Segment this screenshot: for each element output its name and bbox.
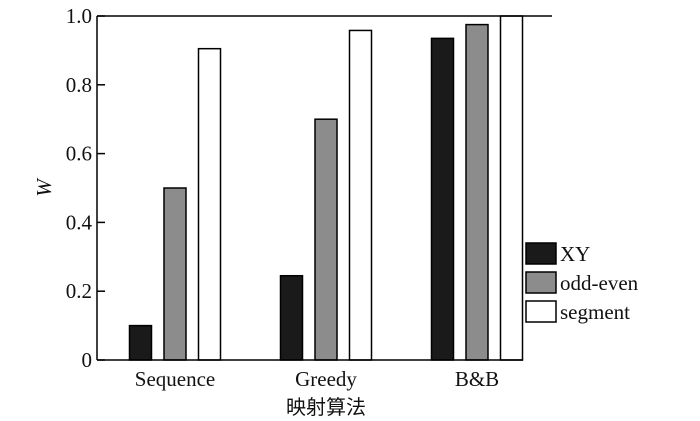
bar-b-b-segment <box>499 15 524 361</box>
x-category-label-b-b: B&B <box>455 367 499 391</box>
legend-swatch-odd-even <box>525 271 557 294</box>
y-axis-label: W <box>32 177 56 197</box>
bar-sequence-segment <box>197 47 222 361</box>
bar-greedy-xy <box>279 274 304 361</box>
x-category-label-sequence: Sequence <box>135 367 215 391</box>
bar-greedy-odd-even <box>314 118 338 361</box>
y-tick-label: 0 <box>82 348 93 372</box>
legend-label-xy: XY <box>560 242 590 266</box>
x-category-labels: Sequence Greedy B&B <box>135 367 499 391</box>
y-tick-label: 1.0 <box>66 4 92 28</box>
bar-sequence-xy <box>128 324 153 361</box>
y-tick-label: 0.2 <box>66 279 92 303</box>
bar-sequence-odd-even <box>163 187 187 361</box>
legend: XY odd-even segment <box>525 242 639 324</box>
bars-group <box>128 15 524 361</box>
legend-label-odd-even: odd-even <box>560 271 639 295</box>
legend-label-segment: segment <box>560 300 630 324</box>
y-ticks-group: 0 0.2 0.4 0.6 0.8 1.0 <box>66 4 105 372</box>
x-category-label-greedy: Greedy <box>295 367 357 391</box>
legend-swatch-segment <box>525 300 557 323</box>
y-tick-label: 0.4 <box>66 210 93 234</box>
legend-swatch-xy <box>525 242 557 265</box>
x-axis-label: 映射算法 <box>286 395 366 419</box>
y-tick-label: 0.8 <box>66 73 92 97</box>
bar-b-b-odd-even <box>465 23 489 361</box>
bar-b-b-xy <box>430 37 455 361</box>
y-tick-label: 0.6 <box>66 142 92 166</box>
bar-greedy-segment <box>348 29 373 361</box>
